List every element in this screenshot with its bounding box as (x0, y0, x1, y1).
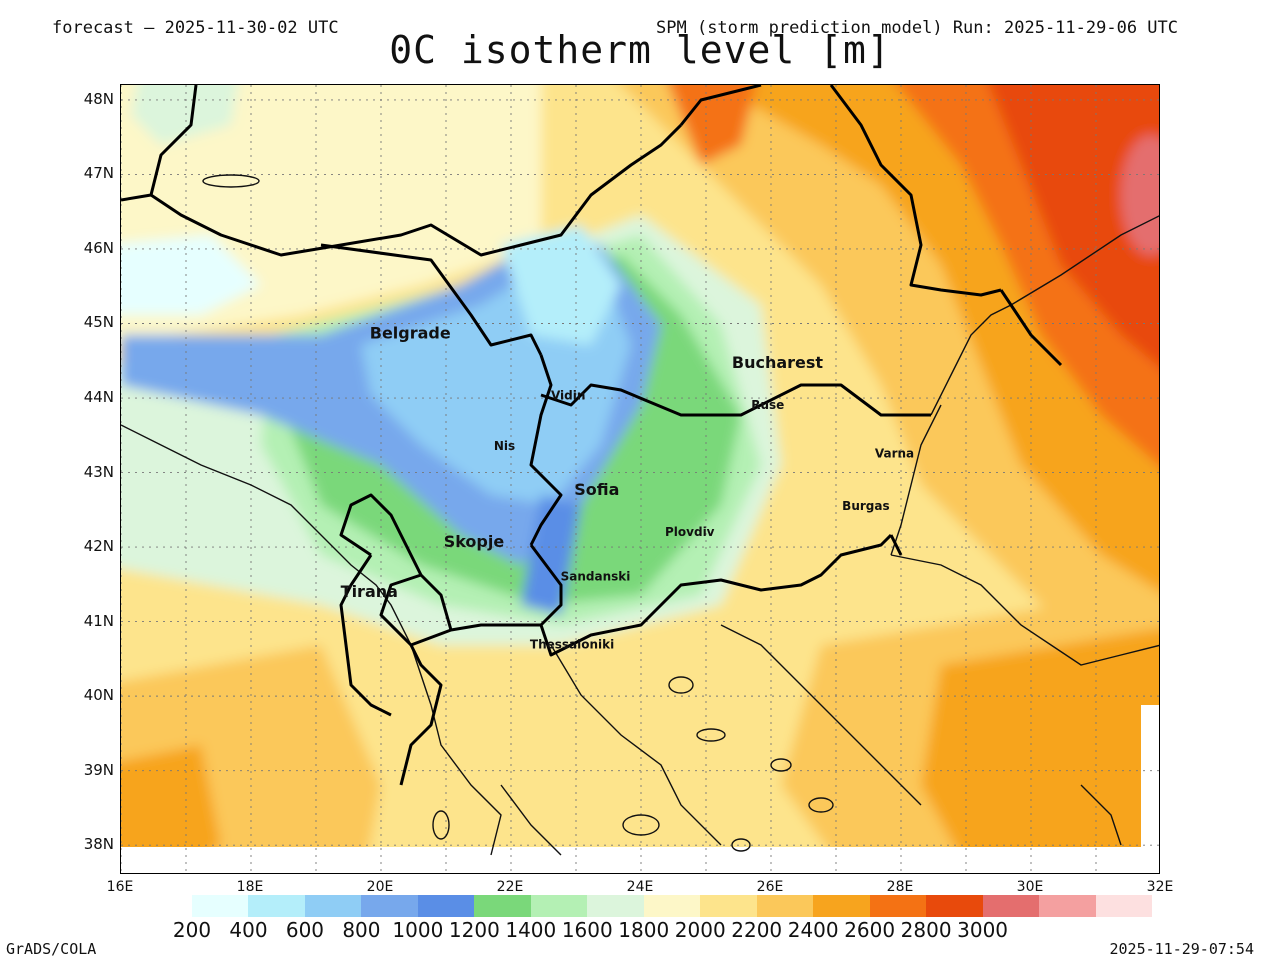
lon-tick-label: 26E (756, 879, 784, 895)
lat-tick-label: 42N (83, 537, 114, 556)
lon-tick-label: 22E (496, 879, 524, 895)
legend-value-label: 3000 (957, 918, 1009, 942)
isotherm-shading (121, 85, 1159, 873)
legend-value-label: 2200 (731, 918, 783, 942)
legend-swatch (361, 895, 418, 917)
legend-swatch (1039, 895, 1096, 917)
lat-tick-label: 38N (83, 835, 114, 854)
city-label-burgas: Burgas (842, 499, 889, 513)
legend-swatch (982, 895, 1040, 917)
city-label-nis: Nis (494, 439, 515, 453)
isotherm-map: Belgrade Bucharest Vidin Ruse Nis Varna Sofia B… (121, 85, 1159, 873)
legend-value-label: 2400 (787, 918, 839, 942)
national-borders (121, 85, 1063, 786)
city-label-tirana: Tirana (341, 582, 398, 601)
legend-value-label: 2000 (674, 918, 726, 942)
legend-value-label: 600 (285, 918, 325, 942)
legend-value-label: 1600 (561, 918, 613, 942)
legend-value-label: 800 (342, 918, 381, 942)
legend-value-label: 1200 (448, 918, 500, 942)
lon-tick-label: 18E (236, 879, 264, 895)
legend-value-label: 1800 (618, 918, 670, 942)
lon-tick-label: 32E (1146, 879, 1174, 895)
legend-value-label: 400 (229, 918, 268, 942)
lon-tick-label: 24E (626, 879, 654, 895)
lon-tick-label: 28E (886, 879, 914, 895)
map-title: 0C isotherm level [m] (389, 28, 891, 72)
legend-swatch (756, 895, 814, 917)
city-label-varna: Varna (875, 447, 914, 461)
legend-value-label: 2600 (844, 918, 896, 942)
city-label-bucharest: Bucharest (732, 353, 824, 372)
legend-swatch (417, 895, 475, 917)
legend-swatch (869, 895, 927, 917)
lat-tick-label: 43N (83, 462, 114, 481)
legend-swatch (192, 895, 249, 917)
legend-swatch (587, 895, 644, 917)
legend-swatch (926, 895, 983, 917)
legend-swatch (304, 895, 362, 917)
legend-swatch (813, 895, 870, 917)
map-frame: Belgrade Bucharest Vidin Ruse Nis Varna Sofia B… (120, 84, 1160, 874)
city-label-plovdiv: Plovdiv (665, 525, 715, 539)
forecast-time-label: forecast – 2025-11-30-02 UTC (52, 18, 339, 38)
city-label-sofia: Sofia (574, 480, 619, 499)
coastlines (121, 174, 1159, 856)
legend-value-label: 200 (172, 918, 212, 942)
city-labels: Belgrade Bucharest Vidin Ruse Nis Varna Sofia B… (341, 323, 914, 651)
legend-swatch (643, 895, 701, 917)
legend-value-label: 2800 (900, 918, 952, 942)
city-label-belgrade: Belgrade (370, 323, 451, 342)
city-label-ruse: Ruse (751, 398, 784, 412)
lon-tick-label: 30E (1016, 879, 1044, 895)
software-credit: GrADS/COLA (6, 940, 97, 958)
legend-value-label: 1000 (392, 918, 444, 942)
color-legend (192, 895, 1152, 917)
legend-value-label: 1400 (505, 918, 557, 942)
lon-tick-label: 16E (106, 879, 134, 895)
legend-swatch (248, 895, 305, 917)
generation-timestamp: 2025-11-29-07:54 (1109, 940, 1255, 958)
city-label-thessaloniki: Thessaloniki (530, 637, 614, 651)
legend-swatch (530, 895, 588, 917)
legend-swatch (474, 895, 531, 917)
legend-swatch (1095, 895, 1152, 917)
lat-tick-label: 44N (83, 388, 114, 407)
legend-swatch (700, 895, 757, 917)
lat-tick-label: 47N (83, 164, 114, 183)
lat-tick-label: 41N (83, 611, 114, 630)
lat-tick-label: 40N (83, 686, 114, 705)
lat-tick-label: 46N (83, 238, 114, 257)
lat-lon-grid (121, 85, 1159, 873)
lat-tick-label: 45N (83, 313, 114, 332)
lat-tick-label: 39N (83, 760, 114, 779)
model-run-label: SPM (storm prediction model) Run: 2025-1… (656, 18, 1178, 38)
lat-tick-label: 48N (83, 89, 114, 108)
lon-tick-label: 20E (366, 879, 394, 895)
city-label-skopje: Skopje (444, 532, 505, 551)
city-label-vidin: Vidin (551, 389, 585, 403)
city-label-sandanski: Sandanski (561, 570, 631, 584)
